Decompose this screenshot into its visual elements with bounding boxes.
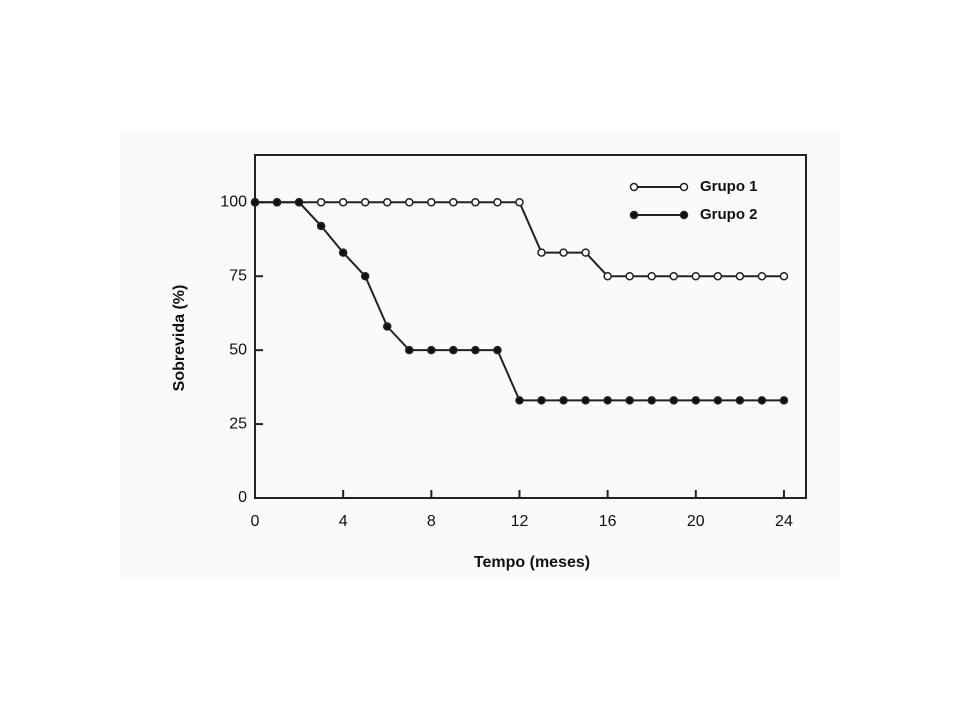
x-tick-label: 16 — [599, 513, 617, 530]
data-point — [669, 271, 679, 281]
data-point — [316, 221, 326, 231]
data-point — [625, 396, 634, 405]
data-point — [382, 198, 392, 207]
y-tick-label: 0 — [238, 489, 247, 506]
x-tick-label: 0 — [251, 513, 260, 530]
data-point — [559, 396, 568, 405]
x-tick-label: 24 — [775, 513, 793, 530]
panel — [120, 130, 840, 578]
data-point — [735, 271, 745, 281]
data-point — [713, 396, 723, 405]
data-point — [382, 322, 392, 331]
data-point — [316, 198, 326, 207]
data-point — [515, 198, 524, 207]
data-point — [338, 198, 348, 207]
data-point — [537, 396, 546, 405]
data-point — [427, 198, 436, 207]
x-axis-title: Tempo (meses) — [474, 554, 590, 571]
data-point — [735, 396, 745, 405]
data-point — [471, 198, 480, 207]
data-point — [360, 271, 370, 281]
data-point — [493, 345, 502, 355]
y-tick-label: 75 — [229, 267, 247, 284]
legend-marker — [629, 210, 639, 220]
legend-marker — [679, 182, 689, 192]
legend-label: Grupo 2 — [700, 206, 758, 223]
data-point — [647, 396, 656, 405]
data-point — [515, 396, 524, 405]
data-point — [757, 396, 767, 405]
data-point — [250, 198, 260, 207]
plot-frame — [254, 154, 807, 499]
data-point — [779, 271, 789, 281]
legend-marker — [679, 210, 689, 220]
x-tick-label: 12 — [511, 513, 529, 530]
data-point — [603, 271, 612, 281]
data-point — [272, 198, 282, 207]
legend-label: Grupo 1 — [700, 178, 758, 195]
x-tick-label: 4 — [339, 513, 348, 530]
data-point — [294, 198, 304, 207]
data-point — [405, 198, 414, 207]
data-point — [581, 248, 590, 257]
data-point — [625, 271, 634, 281]
data-point — [471, 345, 480, 355]
y-tick-label: 50 — [229, 341, 247, 358]
y-tick-label: 100 — [220, 194, 247, 211]
data-point — [427, 345, 436, 355]
data-point — [493, 198, 502, 207]
data-point — [691, 271, 701, 281]
data-point — [449, 345, 458, 355]
data-point — [338, 248, 348, 257]
y-tick-label: 25 — [229, 415, 247, 432]
data-point — [603, 396, 612, 405]
data-point — [537, 248, 546, 257]
data-point — [559, 248, 568, 257]
data-point — [360, 198, 370, 207]
y-axis-title: Sobrevida (%) — [171, 285, 188, 392]
data-point — [757, 271, 767, 281]
data-point — [779, 396, 789, 405]
data-point — [713, 271, 723, 281]
x-tick-label: 8 — [427, 513, 436, 530]
data-point — [405, 345, 414, 355]
x-tick-label: 20 — [687, 513, 705, 530]
data-point — [647, 271, 656, 281]
data-point — [669, 396, 679, 405]
data-point — [581, 396, 590, 405]
data-point — [691, 396, 701, 405]
data-point — [449, 198, 458, 207]
legend-marker — [629, 182, 639, 192]
